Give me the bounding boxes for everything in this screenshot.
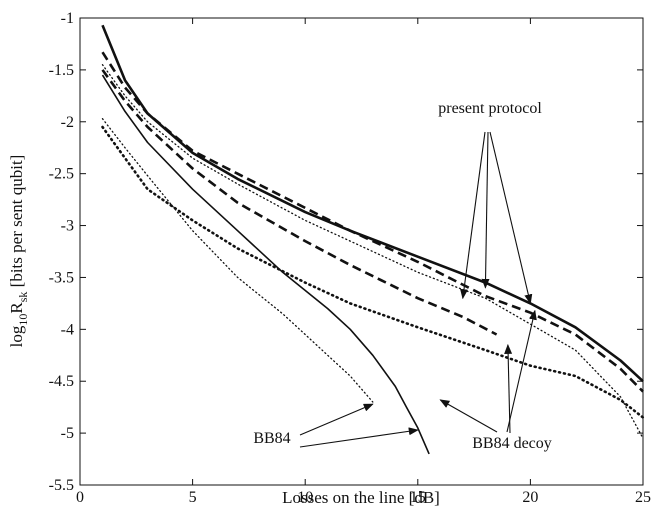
y-tick-label: -4.5 <box>49 373 74 390</box>
series-line-4 <box>101 69 498 336</box>
x-tick-label: 5 <box>189 489 197 506</box>
y-axis-title: log10Rsk [bits per sent qubit] <box>7 155 30 348</box>
x-axis-title: Losses on the line [dB] <box>282 488 440 507</box>
series-line-5 <box>101 74 430 455</box>
series-line-6 <box>101 125 645 419</box>
ticks: 0 5 10 15 20 25 -1 -1.5 -2 -2.5 -3 -3.5 -4 -4.5 -5 -5.5 <box>49 10 651 506</box>
plot-frame <box>79 17 644 486</box>
y-tick-label: -1.5 <box>49 62 74 79</box>
series-line-2 <box>101 51 644 393</box>
y-tick-label: -5 <box>61 425 74 442</box>
y-tick-label: -3.5 <box>49 269 74 286</box>
x-tick-label: 15 <box>410 489 426 506</box>
y-tick-label: -5.5 <box>49 477 74 494</box>
series-line-7 <box>101 118 374 403</box>
svg-text:log10Rsk [bits per sent qubit]: log10Rsk [bits per sent qubit] <box>7 155 30 348</box>
annotation-arrow <box>299 427 419 448</box>
x-tick-label: 20 <box>522 489 538 506</box>
annotations-layer: present protocol BB84 BB84 decoy <box>253 100 551 452</box>
y-tick-label: -2 <box>61 114 74 131</box>
annotation-arrow <box>489 131 533 305</box>
annotation-arrow <box>439 399 498 433</box>
y-tick-label: -4 <box>61 321 74 338</box>
y-tick-label: -3 <box>61 218 74 235</box>
x-tick-label: 0 <box>76 489 84 506</box>
y-tick-label: -2.5 <box>49 166 74 183</box>
x-tick-label: 10 <box>297 489 313 506</box>
present-protocol-label: present protocol <box>438 100 542 117</box>
annotation-arrow <box>481 131 490 289</box>
annotation-arrow <box>299 403 374 436</box>
series-line-3 <box>101 64 644 439</box>
y-tick-label: -1 <box>61 10 74 27</box>
series-line-1 <box>101 24 644 383</box>
annotation-arrow <box>460 131 486 300</box>
bb84-label: BB84 <box>253 430 290 447</box>
bb84-decoy-label: BB84 decoy <box>472 435 552 452</box>
x-tick-label: 25 <box>635 489 651 506</box>
series-layer <box>101 24 645 455</box>
annotation-arrow <box>506 309 537 433</box>
